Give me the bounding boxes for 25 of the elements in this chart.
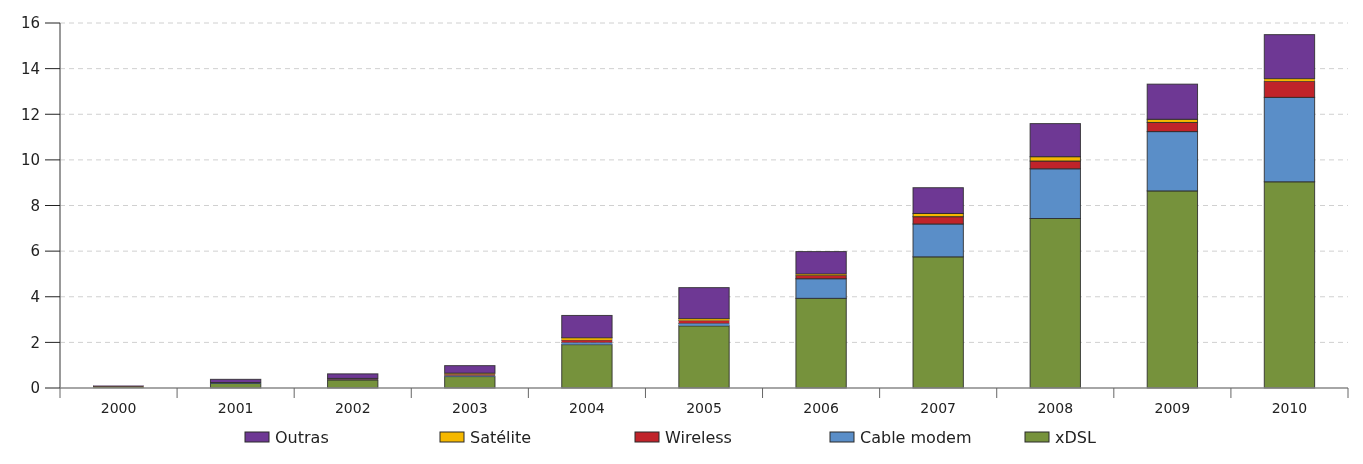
legend-label: xDSL [1055, 427, 1096, 447]
legend-label: Outras [275, 427, 329, 447]
y-tick-label: 16 [20, 14, 40, 33]
legend-label: Wireless [665, 427, 732, 447]
x-tick-label: 2001 [217, 400, 254, 416]
x-tick-label: 2010 [1271, 400, 1308, 416]
y-tick-label: 2 [30, 333, 40, 352]
x-tick-label: 2007 [920, 400, 956, 416]
y-tick-label: 4 [30, 288, 40, 306]
x-tick-label: 2006 [803, 400, 839, 416]
y-tick-label: 0 [30, 379, 40, 398]
x-tick-label: 2008 [1037, 400, 1074, 416]
y-tick-label: 8 [30, 196, 40, 215]
legend-label: Satélite [470, 427, 532, 447]
x-tick-label: 2003 [452, 400, 488, 416]
x-tick-label: 2004 [569, 400, 605, 416]
y-tick-label: 10 [20, 151, 40, 170]
x-tick-label: 2005 [686, 400, 722, 416]
y-tick-label: 14 [20, 59, 40, 78]
x-tick-label: 2009 [1154, 400, 1191, 416]
y-tick-label: 6 [30, 242, 40, 261]
legend-label: Cable modem [860, 427, 972, 447]
y-tick-label: 12 [20, 105, 40, 124]
x-tick-label: 2000 [100, 400, 137, 416]
x-tick-label: 2002 [334, 400, 371, 416]
